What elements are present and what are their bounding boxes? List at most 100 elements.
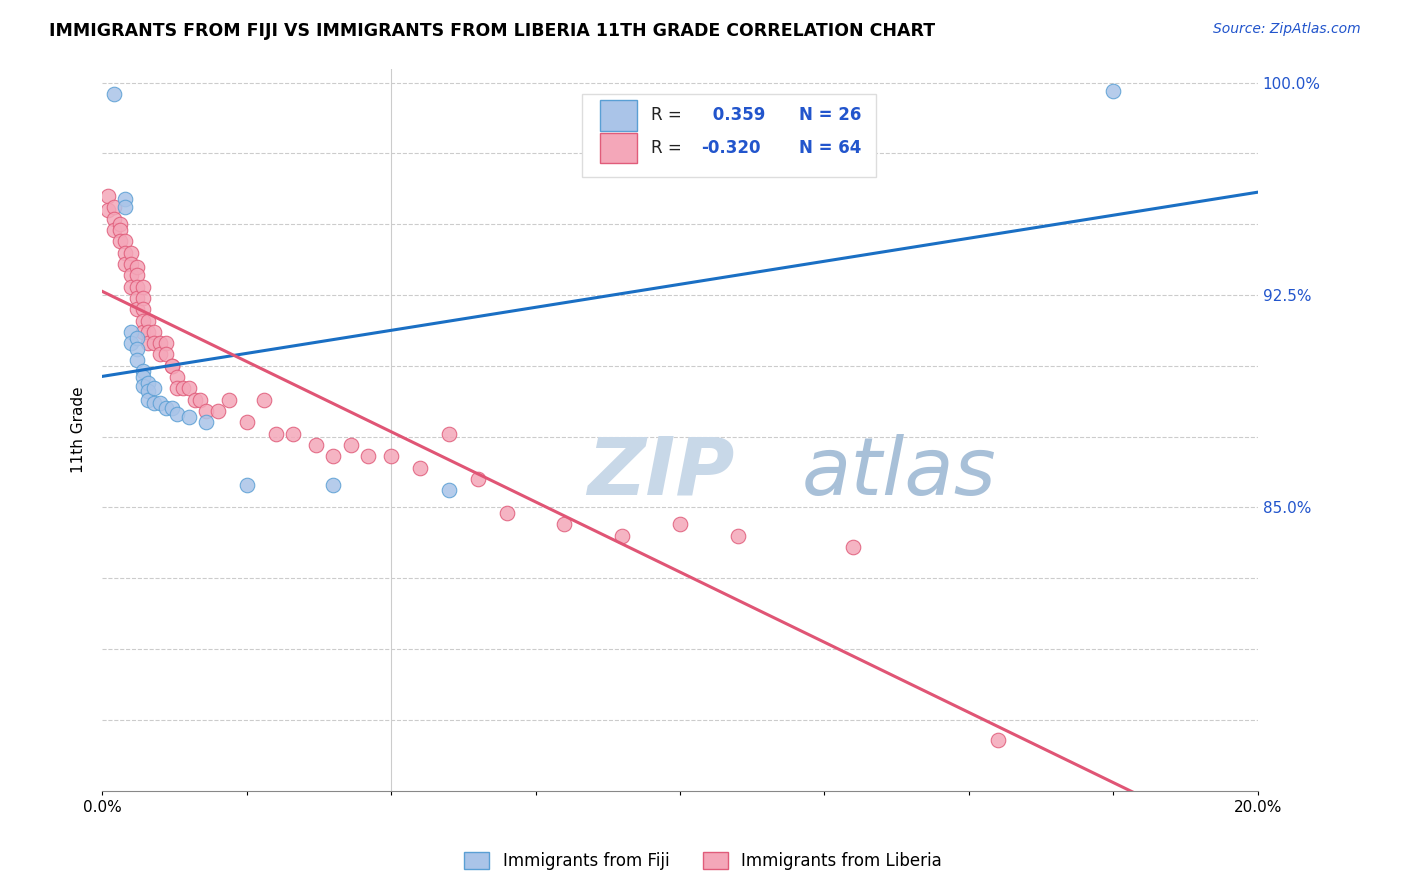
Point bbox=[103, 223, 125, 237]
Point bbox=[103, 211, 125, 226]
Point bbox=[131, 302, 153, 317]
Point bbox=[172, 382, 194, 396]
Bar bbox=[600, 100, 637, 130]
Point bbox=[409, 460, 432, 475]
Point bbox=[495, 506, 517, 520]
Point bbox=[160, 359, 183, 373]
Point bbox=[138, 392, 160, 407]
Point bbox=[120, 336, 142, 351]
Point bbox=[207, 404, 229, 418]
Point bbox=[305, 438, 328, 452]
Point bbox=[281, 426, 304, 441]
Point bbox=[322, 477, 344, 491]
Point bbox=[166, 382, 188, 396]
Point bbox=[103, 200, 125, 214]
Point bbox=[669, 517, 692, 532]
Point bbox=[131, 279, 153, 293]
Point bbox=[114, 257, 136, 271]
Point bbox=[138, 325, 160, 339]
Text: R =: R = bbox=[651, 106, 682, 125]
Point bbox=[160, 401, 183, 416]
Text: R =: R = bbox=[651, 139, 682, 157]
Point bbox=[114, 234, 136, 248]
Point bbox=[155, 401, 177, 416]
Point bbox=[125, 353, 148, 368]
Point bbox=[125, 260, 148, 274]
Text: IMMIGRANTS FROM FIJI VS IMMIGRANTS FROM LIBERIA 11TH GRADE CORRELATION CHART: IMMIGRANTS FROM FIJI VS IMMIGRANTS FROM … bbox=[49, 22, 935, 40]
Text: N = 64: N = 64 bbox=[799, 139, 862, 157]
Point bbox=[155, 347, 177, 361]
Point bbox=[195, 416, 218, 430]
Point bbox=[1102, 84, 1125, 98]
Text: 0.359: 0.359 bbox=[707, 106, 765, 125]
Point bbox=[114, 192, 136, 206]
Point bbox=[131, 313, 153, 327]
Point bbox=[131, 325, 153, 339]
Point bbox=[108, 223, 131, 237]
Point bbox=[131, 378, 153, 392]
Point bbox=[97, 189, 120, 203]
Point bbox=[125, 268, 148, 283]
Point bbox=[166, 370, 188, 384]
Point bbox=[125, 291, 148, 305]
Point bbox=[138, 313, 160, 327]
Point bbox=[177, 382, 200, 396]
Point bbox=[120, 245, 142, 260]
Point bbox=[437, 426, 460, 441]
Point bbox=[143, 325, 166, 339]
Point bbox=[612, 529, 634, 543]
Point bbox=[842, 540, 865, 554]
Point bbox=[264, 426, 287, 441]
Point bbox=[160, 359, 183, 373]
Y-axis label: 11th Grade: 11th Grade bbox=[72, 386, 86, 473]
Point bbox=[380, 450, 402, 464]
Point bbox=[138, 336, 160, 351]
Point bbox=[727, 529, 749, 543]
Point bbox=[131, 370, 153, 384]
Point bbox=[357, 450, 380, 464]
Point bbox=[166, 407, 188, 421]
Point bbox=[467, 472, 489, 486]
Point bbox=[322, 450, 344, 464]
Point bbox=[149, 336, 172, 351]
Point bbox=[103, 87, 125, 101]
Point bbox=[108, 217, 131, 231]
Text: ZIP: ZIP bbox=[588, 434, 735, 512]
Point bbox=[131, 291, 153, 305]
Point bbox=[138, 376, 160, 390]
Text: -0.320: -0.320 bbox=[700, 139, 761, 157]
Point bbox=[125, 330, 148, 344]
Point bbox=[131, 364, 153, 378]
Point bbox=[138, 384, 160, 399]
Point bbox=[149, 347, 172, 361]
Point bbox=[190, 392, 212, 407]
Point bbox=[114, 200, 136, 214]
Point bbox=[120, 279, 142, 293]
Point bbox=[195, 404, 218, 418]
Point bbox=[437, 483, 460, 498]
Point bbox=[125, 342, 148, 356]
Point bbox=[177, 409, 200, 424]
FancyBboxPatch shape bbox=[582, 94, 876, 177]
Point bbox=[155, 336, 177, 351]
Point bbox=[235, 416, 257, 430]
Point bbox=[339, 438, 361, 452]
Point bbox=[97, 203, 120, 218]
Point bbox=[120, 325, 142, 339]
Point bbox=[553, 517, 575, 532]
Point bbox=[108, 234, 131, 248]
Point bbox=[114, 245, 136, 260]
Point bbox=[183, 392, 205, 407]
Text: Source: ZipAtlas.com: Source: ZipAtlas.com bbox=[1213, 22, 1361, 37]
Point bbox=[235, 477, 257, 491]
Point bbox=[149, 395, 172, 409]
Point bbox=[143, 336, 166, 351]
Bar bbox=[600, 133, 637, 163]
Legend: Immigrants from Fiji, Immigrants from Liberia: Immigrants from Fiji, Immigrants from Li… bbox=[457, 845, 949, 877]
Point bbox=[218, 392, 240, 407]
Text: atlas: atlas bbox=[801, 434, 995, 512]
Point bbox=[125, 279, 148, 293]
Point bbox=[253, 392, 276, 407]
Point bbox=[120, 257, 142, 271]
Point bbox=[125, 302, 148, 317]
